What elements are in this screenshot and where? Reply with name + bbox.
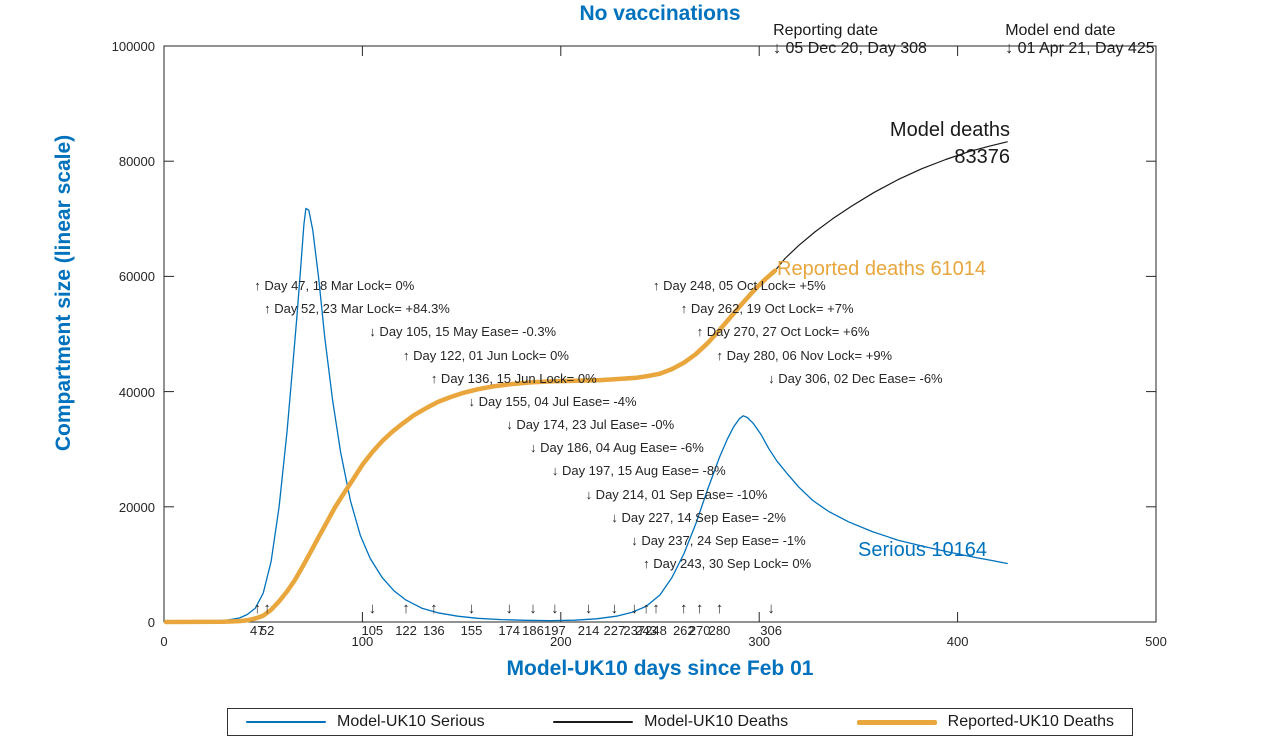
x-axis-tick-label: 400 [946, 634, 969, 649]
model-uk10-serious-curve [163, 207, 1008, 623]
serious-line-swatch [246, 721, 326, 723]
reported-uk10-deaths-curve [163, 268, 778, 625]
event-annotation: ↓ Day 174, 23 Jul Ease= -0% [506, 417, 675, 433]
reporting-date-annotation: Reporting date ↓ 05 Dec 20, Day 308 [773, 22, 927, 58]
model-deaths-line-swatch [553, 721, 634, 723]
event-annotation: ↓ Day 105, 15 May Ease= -0.3% [369, 324, 557, 340]
event-day-tick-label: 122 [395, 623, 417, 638]
event-arrow-down: ↓ [529, 600, 537, 617]
event-day-tick-label: 227 [603, 623, 626, 638]
y-axis-tick-label: 60000 [118, 269, 155, 285]
event-arrow-down: ↓ [584, 600, 593, 617]
model-deaths-value: 83376 [954, 146, 1010, 168]
x-axis-tick-label: 100 [351, 634, 374, 649]
event-day-tick-label: 270 [688, 623, 711, 638]
legend: Model-UK10 Serious Model-UK10 Deaths Rep… [227, 708, 1133, 736]
x-axis-tick-label: 200 [549, 634, 572, 649]
event-annotation: ↓ Day 237, 24 Sep Ease= -1% [631, 532, 806, 548]
event-arrow-up: ↑ [695, 600, 704, 617]
event-annotation: ↓ Day 227, 14 Sep Ease= -2% [611, 509, 786, 525]
event-arrow-up: ↑ [680, 600, 688, 617]
y-axis-tick-label: 0 [147, 615, 155, 630]
event-day-tick-label: 186 [522, 623, 544, 638]
event-annotation: ↑ Day 270, 27 Oct Lock= +6% [696, 324, 870, 340]
reporting-date-value: ↓ 05 Dec 20, Day 308 [773, 40, 927, 57]
y-axis-tick-label: 80000 [118, 154, 155, 170]
event-arrow-up: ↑ [402, 600, 410, 617]
event-arrow-up: ↑ [715, 600, 724, 617]
model-end-date-annotation: Model end date ↓ 01 Apr 21, Day 425 [1005, 22, 1154, 58]
event-annotation: ↓ Day 197, 15 Aug Ease= -8% [551, 463, 726, 479]
legend-label-reported-deaths: Reported-UK10 Deaths [947, 713, 1114, 730]
event-day-tick-label: 105 [361, 623, 384, 638]
event-day-tick-label: 155 [460, 623, 483, 638]
model-deaths-curve-label: Model deaths 83376 [890, 117, 1010, 171]
event-arrow-up: ↑ [263, 600, 271, 617]
y-axis-tick-label: 20000 [118, 499, 155, 515]
event-arrow-down: ↓ [467, 600, 476, 617]
event-annotation: ↑ Day 280, 06 Nov Lock= +9% [716, 347, 893, 363]
legend-item-serious: Model-UK10 Serious [246, 713, 485, 731]
event-annotation: ↓ Day 306, 02 Dec Ease= -6% [768, 370, 943, 386]
event-annotation: ↑ Day 136, 15 Jun Lock= 0% [430, 370, 597, 386]
model-end-date-value: ↓ 01 Apr 21, Day 425 [1005, 40, 1155, 57]
event-arrow-down: ↓ [630, 600, 638, 617]
event-day-tick-label: 237 [623, 623, 646, 638]
legend-item-reported-deaths: Reported-UK10 Deaths [856, 713, 1114, 731]
event-annotation: ↑ Day 122, 01 Jun Lock= 0% [403, 347, 569, 363]
event-day-tick-label: 280 [708, 623, 731, 638]
x-axis-label: Model-UK10 days since Feb 01 [506, 657, 814, 680]
chart-title: No vaccinations [579, 2, 741, 25]
event-day-tick-label: 306 [760, 623, 782, 638]
event-day-tick-label: 197 [543, 623, 566, 638]
y-axis-label: Compartment size (linear scale) [52, 134, 75, 452]
axes-box [163, 45, 1157, 623]
event-arrow-down: ↓ [610, 600, 619, 617]
serious-curve-label: Serious 10164 [858, 539, 987, 561]
event-arrow-up: ↑ [253, 600, 261, 617]
x-axis-tick-label: 0 [160, 634, 168, 649]
reported-deaths-line-swatch [856, 719, 937, 725]
x-axis-tick-label: 500 [1145, 634, 1167, 649]
event-arrow-up: ↑ [430, 600, 438, 617]
event-annotation: ↑ Day 47, 18 Mar Lock= 0% [254, 278, 415, 293]
reported-deaths-curve-label: Reported deaths 61014 [777, 258, 987, 280]
event-day-tick-label: 47 [250, 623, 265, 638]
reporting-date-title: Reporting date [773, 22, 879, 39]
event-arrow-down: ↓ [767, 600, 775, 617]
event-annotation: ↑ Day 248, 05 Oct Lock= +5% [653, 278, 826, 293]
event-arrow-down: ↓ [368, 600, 377, 617]
event-annotation: ↓ Day 155, 04 Jul Ease= -4% [468, 393, 637, 409]
legend-label-serious: Model-UK10 Serious [337, 713, 485, 730]
event-annotation: ↑ Day 52, 23 Mar Lock= +84.3% [264, 301, 450, 317]
event-arrow-down: ↓ [551, 600, 559, 617]
y-axis-tick-label: 40000 [118, 384, 155, 400]
y-axis-tick-label: 100000 [111, 39, 155, 54]
model-end-date-title: Model end date [1005, 22, 1116, 39]
event-arrow-down: ↓ [505, 600, 513, 617]
event-day-tick-label: 174 [498, 623, 521, 638]
event-arrow-up: ↑ [642, 600, 650, 617]
event-arrow-up: ↑ [652, 600, 660, 617]
event-day-tick-label: 52 [259, 623, 275, 638]
event-day-tick-label: 214 [577, 623, 600, 638]
x-axis-tick-label: 300 [748, 634, 771, 649]
legend-item-model-deaths: Model-UK10 Deaths [553, 713, 788, 731]
legend-label-model-deaths: Model-UK10 Deaths [644, 713, 789, 730]
model-deaths-text: Model deaths [889, 119, 1010, 141]
event-day-tick-label: 243 [635, 623, 657, 638]
event-annotation: ↓ Day 214, 01 Sep Ease= -10% [585, 486, 768, 502]
event-day-tick-label: 136 [422, 623, 445, 638]
event-annotation: ↓ Day 186, 04 Aug Ease= -6% [530, 440, 704, 456]
event-annotation: ↑ Day 262, 19 Oct Lock= +7% [680, 301, 854, 317]
event-day-tick-label: 248 [645, 623, 667, 638]
event-day-tick-label: 262 [672, 623, 695, 638]
event-annotation: ↑ Day 243, 30 Sep Lock= 0% [643, 556, 812, 572]
